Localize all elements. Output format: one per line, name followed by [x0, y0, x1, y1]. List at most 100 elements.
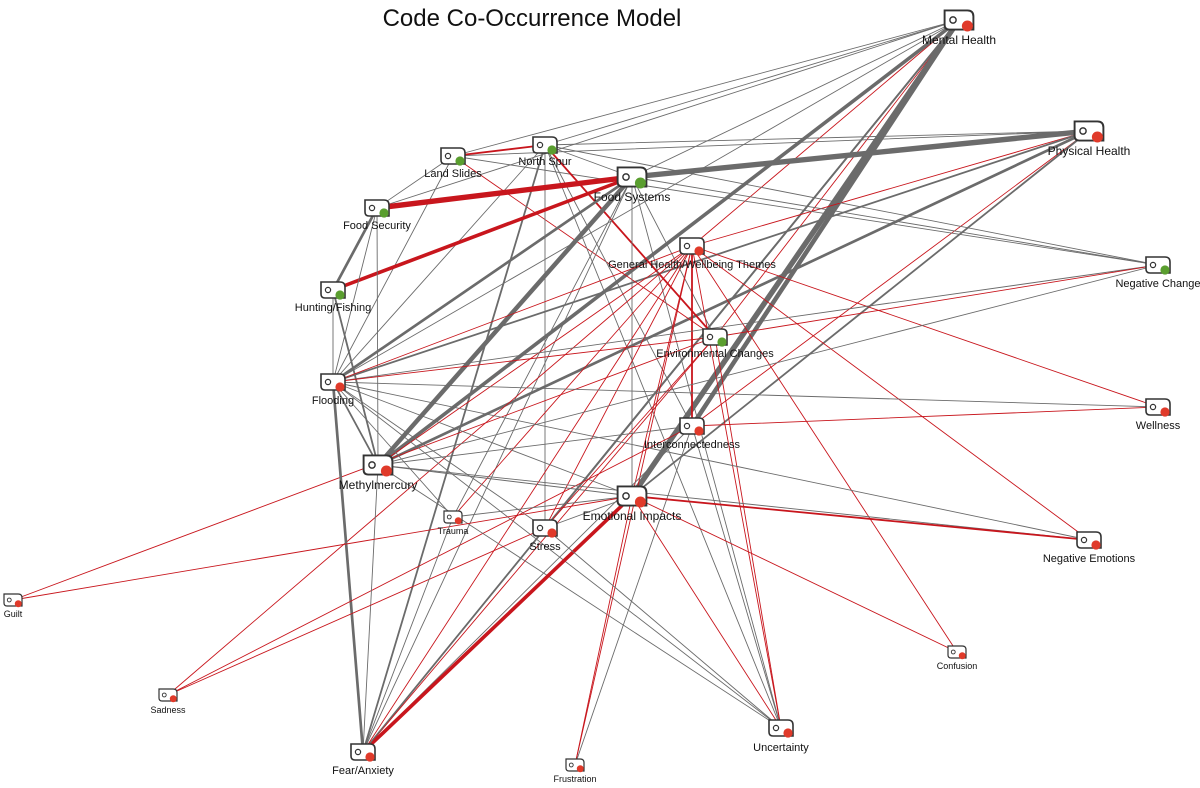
edge-hunting_fishing-methylmercury [332, 289, 379, 466]
edge-general_health-negative_emotions [691, 245, 1090, 541]
code-node-uncertainty[interactable] [768, 719, 794, 738]
edge-emotional_impacts-confusion [631, 495, 958, 653]
code-node-land-slides[interactable] [440, 147, 466, 166]
status-dot-red [169, 695, 177, 703]
code-node-physical-health[interactable] [1073, 120, 1105, 143]
edge-north_spur-flooding [332, 144, 546, 383]
edge-general_health-wellness [691, 245, 1159, 408]
code-node-methylmercury[interactable] [362, 454, 394, 477]
edge-physical_health-flooding [332, 130, 1090, 383]
code-node-negative-change[interactable] [1145, 256, 1171, 275]
tag-hole-icon [446, 514, 452, 520]
edge-north_spur-environmental_changes [544, 144, 716, 338]
edge-physical_health-general_health [691, 130, 1090, 247]
tag-hole-icon [324, 378, 332, 386]
edge-emotional_impacts-uncertainty [631, 495, 782, 729]
tag-hole-icon [949, 16, 957, 24]
node-label: Wellness [1136, 420, 1181, 432]
tag-hole-icon [1149, 261, 1157, 269]
code-node-mental-health[interactable] [943, 9, 975, 32]
edge-food_systems-fear_anxiety [362, 176, 633, 753]
edge-flooding-negative_emotions [332, 381, 1090, 541]
tag-hole-icon [1080, 536, 1088, 544]
tag-hole-icon [161, 692, 167, 698]
edge-food_systems-environmental_changes [631, 176, 716, 338]
code-node-sadness[interactable] [158, 688, 178, 703]
code-node-guilt[interactable] [3, 593, 23, 608]
edge-general_health-methylmercury [377, 245, 693, 466]
edge-interconnectedness-wellness [691, 406, 1159, 427]
node-label: Land Slides [424, 168, 482, 180]
edge-food_systems-food_security [374, 174, 635, 211]
code-node-north-spur[interactable] [532, 136, 558, 155]
edge-land_slides-food_security [376, 155, 454, 209]
node-label: Methylmercury [339, 478, 418, 492]
status-dot-red [365, 752, 375, 762]
node-label: Stress [529, 541, 561, 553]
tag-hole-icon [568, 762, 574, 768]
node-label: Interconnectedness [644, 439, 741, 451]
code-node-trauma[interactable] [443, 510, 463, 525]
tag-hole-icon [368, 204, 376, 212]
edge-methylmercury-negative_emotions [377, 464, 1090, 541]
code-node-environmental-changes[interactable] [702, 328, 728, 347]
edge-mental_health-methylmercury [376, 18, 961, 467]
status-dot-red [694, 426, 704, 436]
edge-north_spur-uncertainty [544, 144, 782, 729]
code-node-fear-anxiety[interactable] [350, 743, 376, 762]
code-node-flooding[interactable] [320, 373, 346, 392]
tag-hole-icon [622, 173, 630, 181]
edge-methylmercury-emotional_impacts [377, 464, 633, 497]
edge-mental_health-food_systems [631, 19, 960, 178]
edge-north_spur-interconnectedness [544, 144, 693, 427]
node-layer: Mental Health Physical Health Land Slides N… [3, 9, 1200, 784]
edge-physical_health-methylmercury [376, 129, 1091, 467]
code-node-general-health[interactable] [679, 237, 705, 256]
edge-flooding-uncertainty [332, 381, 782, 729]
edge-mental_health-north_spur [544, 19, 960, 146]
node-label: Negative Change [1115, 278, 1200, 290]
edge-negative_change-methylmercury [377, 264, 1159, 466]
tag-hole-icon [772, 724, 780, 732]
code-node-food-security[interactable] [364, 199, 390, 218]
edge-land_slides-environmental_changes [452, 155, 716, 338]
status-dot-red [14, 600, 22, 608]
edge-land_slides-negative_change [452, 155, 1159, 266]
tag-hole-icon [324, 286, 332, 294]
edge-environmental_changes-flooding [332, 336, 716, 383]
edge-general_health-trauma [452, 245, 693, 518]
status-dot-red [961, 20, 973, 32]
code-node-interconnectedness[interactable] [679, 417, 705, 436]
edge-general_health-fear_anxiety [362, 245, 693, 753]
tag-hole-icon [683, 422, 691, 430]
node-label: Emotional Impacts [583, 509, 682, 523]
code-node-stress[interactable] [532, 519, 558, 538]
status-dot-green [1160, 265, 1170, 275]
node-label: Environmental Changes [656, 348, 774, 360]
node-label: Uncertainty [753, 742, 809, 754]
edge-physical_health-food_systems [629, 128, 1092, 180]
edge-emotional_impacts-negative_emotions [631, 495, 1090, 541]
code-node-food-systems[interactable] [616, 166, 648, 189]
tag-hole-icon [6, 597, 12, 603]
tag-hole-icon [354, 748, 362, 756]
node-label: Trauma [438, 526, 469, 536]
edge-physical_health-interconnectedness [691, 130, 1090, 427]
edge-mental_health-general_health [691, 19, 960, 247]
code-node-emotional-impacts[interactable] [616, 485, 648, 508]
status-dot-red [783, 728, 793, 738]
edge-trauma-fear_anxiety [362, 516, 454, 753]
edge-mental_health-emotional_impacts [629, 17, 962, 499]
code-node-confusion[interactable] [947, 645, 967, 660]
tag-hole-icon [536, 524, 544, 532]
code-node-negative-emotions[interactable] [1076, 531, 1102, 550]
tag-hole-icon [444, 152, 452, 160]
tag-hole-icon [1079, 127, 1087, 135]
edge-general_health-stress [544, 245, 693, 529]
code-node-frustration[interactable] [565, 758, 585, 773]
status-dot-red [958, 652, 966, 660]
code-node-wellness[interactable] [1145, 398, 1171, 417]
code-node-hunting-fishing[interactable] [320, 281, 346, 300]
edge-food_security-methylmercury [376, 207, 379, 466]
tag-hole-icon [536, 141, 544, 149]
